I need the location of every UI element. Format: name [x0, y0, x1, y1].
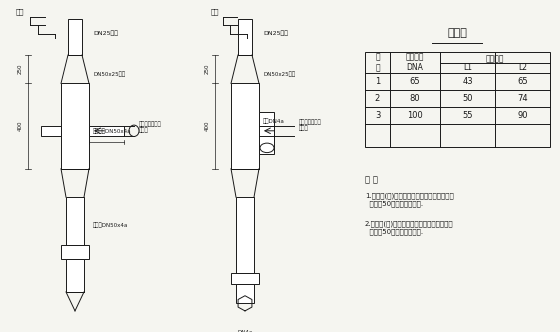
Text: 100: 100	[407, 111, 423, 120]
Bar	[89, 126, 124, 135]
Bar	[259, 126, 274, 154]
Text: 管道直径
DNA: 管道直径 DNA	[406, 53, 424, 72]
Text: DN25软管: DN25软管	[263, 30, 288, 36]
Text: 2.安装图(二)只适用于消火等内消火水管管径
  不大于50的管道设计内容.: 2.安装图(二)只适用于消火等内消火水管管径 不大于50的管道设计内容.	[365, 221, 454, 235]
Text: 90: 90	[517, 111, 528, 120]
Text: 50: 50	[462, 94, 473, 103]
Text: 65: 65	[410, 77, 421, 86]
Bar	[365, 52, 550, 147]
Text: 消火等内消火水
进水口: 消火等内消火水 进水口	[299, 119, 322, 131]
Bar	[231, 83, 259, 169]
Text: 展层: 展层	[211, 9, 220, 15]
Text: 1.安装图(一)只适用于消火等内消火水管管径
  不大于50的管道设计内容.: 1.安装图(一)只适用于消火等内消火水管管径 不大于50的管道设计内容.	[365, 193, 454, 207]
Bar	[236, 197, 254, 273]
Text: 43: 43	[462, 77, 473, 86]
Text: DN50x25弯头: DN50x25弯头	[263, 71, 295, 77]
Text: 55: 55	[462, 111, 473, 120]
Text: 1: 1	[375, 77, 380, 86]
Text: L2: L2	[518, 63, 527, 72]
Bar	[41, 126, 61, 135]
Text: 管道尺寸: 管道尺寸	[486, 54, 504, 64]
Text: 序
号: 序 号	[375, 53, 380, 72]
Text: 250: 250	[18, 64, 23, 74]
Text: 80: 80	[410, 94, 421, 103]
Bar	[66, 259, 84, 292]
Text: 250: 250	[205, 64, 210, 74]
Text: 备 注: 备 注	[365, 175, 378, 184]
Text: 400: 400	[205, 121, 210, 131]
Text: 消防等DN50x4a: 消防等DN50x4a	[93, 223, 128, 228]
Text: 2: 2	[375, 94, 380, 103]
Bar	[61, 83, 89, 169]
Bar	[61, 245, 89, 259]
Text: 展层: 展层	[16, 9, 24, 15]
Text: 异径三通DN50x4a: 异径三通DN50x4a	[93, 128, 132, 133]
Bar	[66, 197, 84, 245]
Bar	[231, 273, 259, 284]
Text: DN50x25弯头: DN50x25弯头	[93, 71, 125, 77]
Text: 74: 74	[517, 94, 528, 103]
Text: 400: 400	[18, 121, 23, 131]
Text: DN4a: DN4a	[237, 330, 253, 332]
Bar	[259, 112, 274, 150]
Text: 3: 3	[375, 111, 380, 120]
Text: 65: 65	[517, 77, 528, 86]
Polygon shape	[61, 55, 68, 83]
Text: 消火等内消火水
进水口: 消火等内消火水 进水口	[139, 121, 162, 133]
Bar	[68, 19, 82, 55]
Text: L1: L1	[463, 63, 472, 72]
Text: 尺寸表: 尺寸表	[447, 28, 467, 38]
Text: 三通DN4a: 三通DN4a	[263, 119, 285, 124]
Bar	[238, 19, 252, 55]
Text: DN25软管: DN25软管	[93, 30, 118, 36]
Bar	[236, 284, 254, 303]
